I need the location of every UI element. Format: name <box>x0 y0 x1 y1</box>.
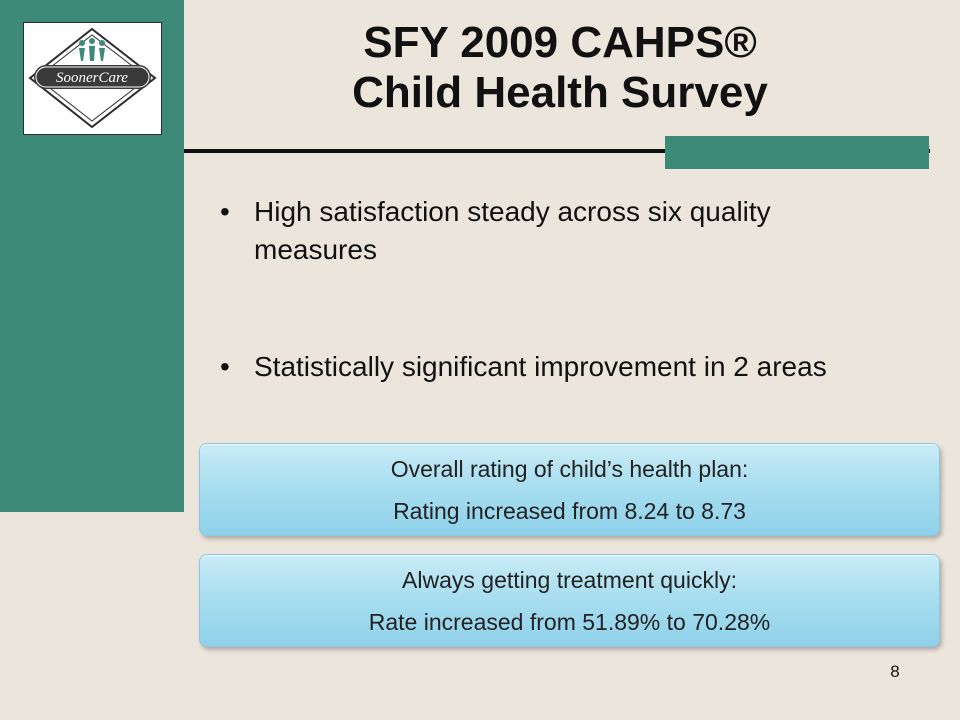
bullet-icon: • <box>220 196 230 227</box>
soonercare-logo: SoonerCare <box>23 22 162 135</box>
logo-graphic: SoonerCare <box>28 27 157 129</box>
title-line-2: Child Health Survey <box>352 68 768 117</box>
bullet-item: • Statistically significant improvement … <box>218 348 898 386</box>
bullet-list: • High satisfaction steady across six qu… <box>218 193 898 465</box>
bullet-item: • High satisfaction steady across six qu… <box>218 193 898 269</box>
title-line-1: SFY 2009 CAHPS® <box>363 18 757 67</box>
page-number: 8 <box>890 662 900 681</box>
accent-block <box>665 136 929 169</box>
callout-detail: Rate increased from 51.89% to 70.28% <box>368 609 771 635</box>
callout-treatment-quickly: Always getting treatment quickly: Rate i… <box>199 554 940 647</box>
title-underline <box>184 149 930 153</box>
callout-heading: Overall rating of child’s health plan: <box>390 456 749 482</box>
bullet-text: Statistically significant improvement in… <box>254 351 827 382</box>
callout-health-plan-rating: Overall rating of child’s health plan: R… <box>199 443 940 536</box>
callout-detail: Rating increased from 8.24 to 8.73 <box>393 498 746 524</box>
bullet-text: High satisfaction steady across six qual… <box>254 196 771 265</box>
slide-title: SFY 2009 CAHPS® Child Health Survey <box>250 18 870 118</box>
logo-wordmark: SoonerCare <box>56 70 128 86</box>
callout-heading: Always getting treatment quickly: <box>402 567 737 593</box>
bullet-icon: • <box>220 351 230 382</box>
